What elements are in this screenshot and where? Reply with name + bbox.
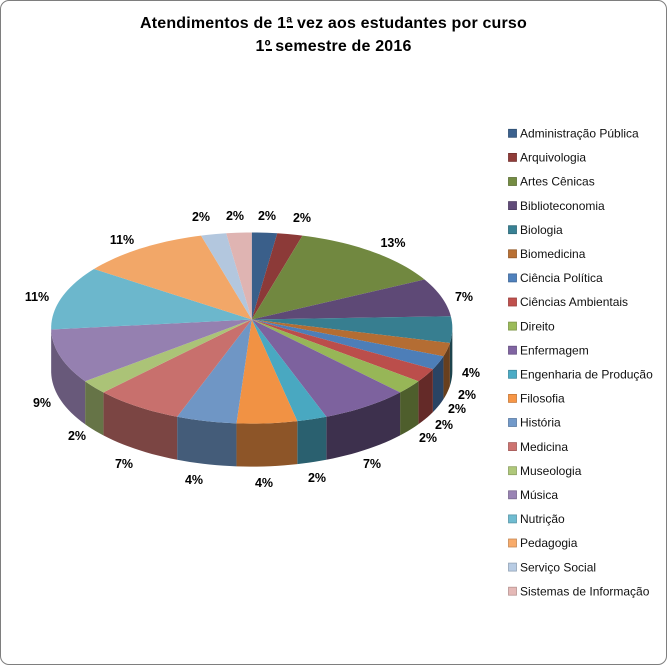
svg-text:2%: 2% <box>258 209 276 223</box>
svg-text:4%: 4% <box>255 476 273 490</box>
svg-text:4%: 4% <box>185 473 203 487</box>
svg-text:Medicina: Medicina <box>520 440 568 454</box>
svg-text:Sistemas de Informação: Sistemas de Informação <box>520 584 650 598</box>
svg-text:Engenharia de Produção: Engenharia de Produção <box>520 368 653 382</box>
svg-text:4%: 4% <box>462 366 480 380</box>
svg-text:Biblioteconomia: Biblioteconomia <box>520 199 605 213</box>
svg-text:Biomedicina: Biomedicina <box>520 247 586 261</box>
svg-text:Nutrição: Nutrição <box>520 512 565 526</box>
svg-text:Enfermagem: Enfermagem <box>520 343 589 357</box>
svg-text:Museologia: Museologia <box>520 464 582 478</box>
svg-text:Serviço Social: Serviço Social <box>520 560 596 574</box>
svg-text:2%: 2% <box>435 418 453 432</box>
svg-text:Ciência Política: Ciência Política <box>520 271 603 285</box>
svg-text:2%: 2% <box>308 471 326 485</box>
svg-text:7%: 7% <box>455 290 473 304</box>
svg-text:2%: 2% <box>68 429 86 443</box>
svg-text:7%: 7% <box>115 457 133 471</box>
svg-text:Administração Pública: Administração Pública <box>520 127 639 141</box>
svg-text:2%: 2% <box>458 388 476 402</box>
svg-text:Artes Cênicas: Artes Cênicas <box>520 175 595 189</box>
svg-text:Arquivologia: Arquivologia <box>520 151 586 165</box>
svg-text:Pedagogia: Pedagogia <box>520 536 578 550</box>
svg-text:Direito: Direito <box>520 319 555 333</box>
svg-text:2%: 2% <box>192 210 210 224</box>
svg-text:7%: 7% <box>363 457 381 471</box>
svg-text:11%: 11% <box>25 290 49 304</box>
svg-text:2%: 2% <box>448 402 466 416</box>
svg-text:2%: 2% <box>293 211 311 225</box>
svg-text:História: História <box>520 416 561 430</box>
svg-text:11%: 11% <box>110 233 134 247</box>
svg-text:Filosofia: Filosofia <box>520 392 565 406</box>
svg-text:2%: 2% <box>226 209 244 223</box>
svg-text:13%: 13% <box>380 236 405 250</box>
svg-text:2%: 2% <box>419 431 437 445</box>
svg-text:Ciências Ambientais: Ciências Ambientais <box>520 295 628 309</box>
svg-text:Biologia: Biologia <box>520 223 563 237</box>
svg-text:Música: Música <box>520 488 558 502</box>
svg-text:9%: 9% <box>33 396 51 410</box>
